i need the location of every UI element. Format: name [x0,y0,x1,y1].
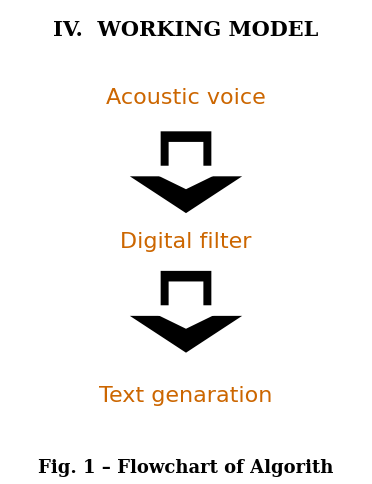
Text: Fig. 1 – Flowchart of Algorith: Fig. 1 – Flowchart of Algorith [38,459,334,477]
Polygon shape [130,271,242,353]
Polygon shape [130,131,242,213]
Text: IV.  WORKING MODEL: IV. WORKING MODEL [53,20,319,40]
Text: Digital filter: Digital filter [120,232,252,252]
Text: Acoustic voice: Acoustic voice [106,88,266,107]
Polygon shape [138,142,234,189]
Text: Text genaration: Text genaration [99,386,273,406]
Polygon shape [138,282,234,329]
